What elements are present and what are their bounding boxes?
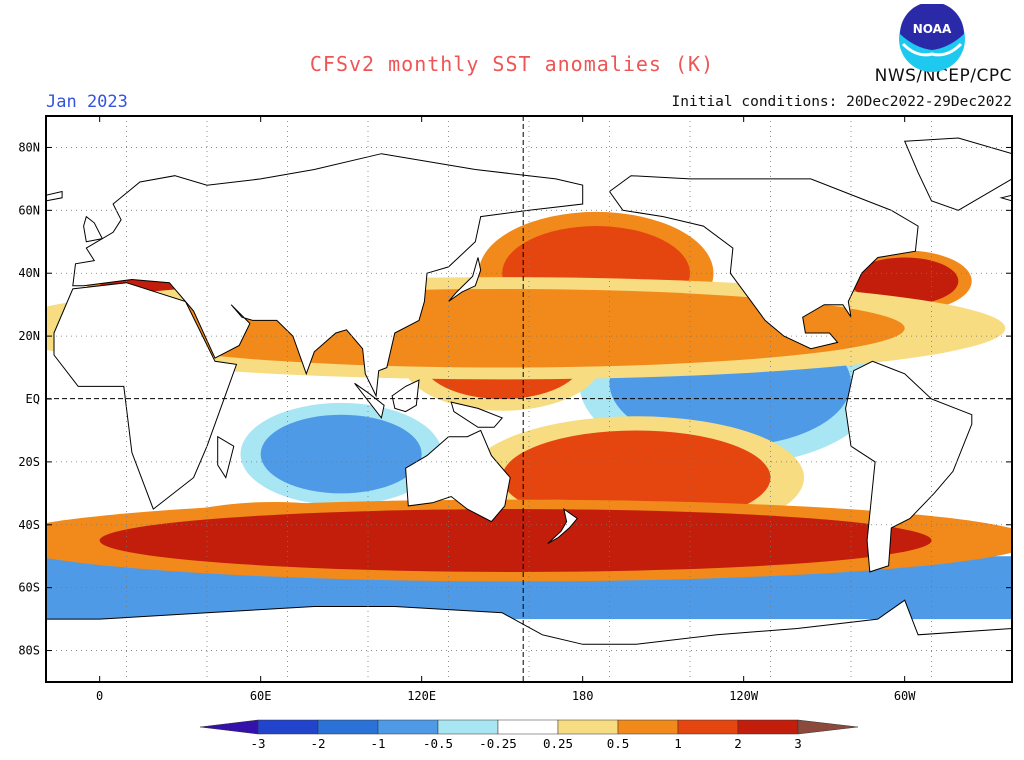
anomaly-region-7 — [260, 414, 422, 494]
colorbar-swatch — [617, 719, 679, 735]
lat-label: 80S — [18, 644, 40, 658]
lon-label: 120E — [407, 689, 436, 703]
agency-label: NWS/NCEP/CPC — [874, 66, 1012, 86]
colorbar-level-label: 3 — [794, 736, 802, 751]
anomaly-region-9 — [851, 257, 959, 305]
landmass-3 — [845, 360, 973, 573]
colorbar-level-label: 0.25 — [543, 736, 573, 751]
landmass-2 — [608, 175, 919, 350]
landmass-12 — [547, 507, 579, 545]
anomaly-region-8 — [99, 509, 932, 572]
landmass-11 — [217, 435, 235, 479]
colorbar-swatch — [497, 719, 559, 735]
colorbar-swatch — [257, 719, 319, 735]
lat-label: 60S — [18, 581, 40, 595]
logo-text: NOAA — [913, 22, 952, 36]
landmass-9 — [450, 401, 504, 428]
lon-label: 0 — [96, 689, 103, 703]
colorbar-level-label: -0.5 — [423, 736, 453, 751]
lon-label: 60E — [250, 689, 272, 703]
landmass-7 — [354, 382, 385, 420]
axis-ticks — [46, 116, 1012, 682]
landmass-8 — [391, 379, 420, 413]
colorbar-level-label: 2 — [734, 736, 742, 751]
colorbar-level-label: -1 — [370, 736, 385, 751]
colorbar-level-label: -3 — [250, 736, 265, 751]
colorbar-swatch — [437, 719, 499, 735]
latitude-labels: 80N 60N 40N 20N EQ 20S 40S 60S 80S — [18, 140, 40, 657]
landmass-13 — [83, 215, 104, 243]
colorbar-level-label: 0.5 — [607, 736, 630, 751]
landmass-10 — [448, 257, 482, 302]
colorbar-swatch — [377, 719, 439, 735]
colorbar-level-label: 1 — [674, 736, 682, 751]
graticule — [46, 116, 1012, 682]
landmass-14 — [46, 190, 63, 202]
landmass-wrap-3 — [0, 361, 6, 572]
colorbar-high-arrow — [797, 719, 859, 735]
lat-label: EQ — [26, 392, 40, 406]
colorbar-swatch — [737, 719, 799, 735]
colorbar-swatch — [557, 719, 619, 735]
colorbar-swatch — [317, 719, 379, 735]
lat-label: 40S — [18, 518, 40, 532]
colorbar-level-label: -2 — [310, 736, 325, 751]
landmass-wrap-14 — [999, 194, 1012, 202]
landmass-wrap-5 — [1011, 618, 1012, 682]
lat-label: 40N — [18, 266, 40, 280]
landmass-wrap-0 — [1020, 283, 1024, 509]
noaa-logo-icon: NOAA — [899, 4, 965, 72]
landmass-1 — [72, 153, 584, 398]
lat-label: 20S — [18, 455, 40, 469]
landmass-0 — [53, 282, 238, 510]
colorbar-swatch — [677, 719, 739, 735]
forecast-month: Jan 2023 — [46, 92, 128, 112]
lon-label: 60W — [894, 689, 916, 703]
lat-label: 20N — [18, 329, 40, 343]
colorbar-low-arrow — [199, 719, 259, 735]
map-title: CFSv2 monthly SST anomalies (K) — [309, 52, 715, 76]
landmass-wrap-5 — [46, 627, 47, 682]
landmass-4 — [405, 429, 511, 523]
lon-label: 180 — [572, 689, 594, 703]
lon-label: 120W — [729, 689, 759, 703]
colorbar: -3 -2 -1 -0.5 -0.25 0.25 0.5 1 2 3 — [199, 719, 859, 751]
longitude-labels: 060E120E180120W60W0 — [96, 689, 916, 703]
lat-label: 60N — [18, 203, 40, 217]
initial-conditions: Initial conditions: 20Dec2022-29Dec2022 — [671, 94, 1012, 110]
colorbar-level-label: -0.25 — [479, 736, 517, 751]
lat-label: 80N — [18, 140, 40, 154]
